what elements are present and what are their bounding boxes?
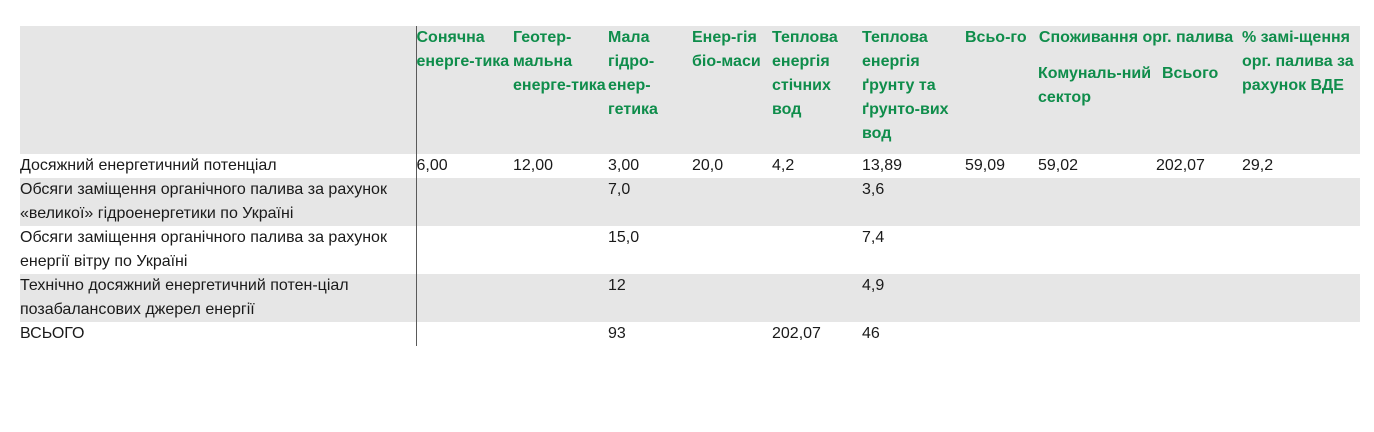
table-cell: 59,09 — [965, 157, 1006, 174]
table-cell — [513, 178, 608, 226]
table-cell — [1156, 274, 1242, 322]
table-cell: 3,00 — [608, 157, 640, 174]
table-cell: 20,0 — [692, 157, 724, 174]
table-cell: 59,02 — [1038, 157, 1079, 174]
header-label: Всьо-го — [965, 29, 1027, 46]
header-label: Мала гідро-енер-гетика — [608, 29, 658, 118]
table-cell — [1038, 322, 1156, 346]
table-cell: 202,07 — [1156, 157, 1205, 174]
row-label: Досяжний енергетичний потенціал — [20, 154, 417, 178]
table-row: ВСЬОГО 93 202,07 46 — [20, 322, 1360, 346]
table-cell — [1156, 226, 1242, 274]
header-biomass: Енер-гія біо-маси — [692, 26, 772, 154]
table-cell — [1242, 274, 1360, 322]
table-cell — [692, 322, 772, 346]
table-cell — [1242, 322, 1360, 346]
table-cell: 93 — [608, 325, 626, 342]
row-label: Обсяги заміщення органічного палива за р… — [20, 226, 417, 274]
table-cell: 4,9 — [862, 274, 965, 322]
header-solar: Сонячна енерге-тика — [416, 26, 513, 154]
table-cell — [1038, 274, 1156, 322]
header-label: Теплова енергія ґрунту та ґрунто-вих вод — [862, 29, 949, 142]
row-label: Обсяги заміщення органічного палива за р… — [20, 178, 417, 226]
consumption-group-label: Споживання орг. палива — [1038, 29, 1234, 46]
table-cell: 12 — [608, 274, 692, 322]
table-cell: 7,0 — [608, 178, 692, 226]
table-cell — [692, 226, 772, 274]
table-cell — [416, 226, 513, 274]
table-cell — [416, 178, 513, 226]
header-total: Всьо-го — [965, 26, 1038, 154]
row-label: ВСЬОГО — [20, 322, 417, 346]
table-cell — [513, 322, 608, 346]
table-cell — [513, 274, 608, 322]
table-cell — [965, 178, 1038, 226]
header-consumption-group: Споживання орг. палива Комуналь-ний сект… — [1038, 26, 1242, 154]
header-label: % замі-щення орг. палива за рахунок ВДЕ — [1242, 29, 1354, 94]
subheader-total: Всього — [1162, 65, 1219, 82]
energy-table: Сонячна енерге-тика Геотер-мальна енерге… — [20, 26, 1360, 346]
row-label: Технічно досяжний енергетичний потен-ціа… — [20, 274, 417, 322]
header-label: Геотер-мальна енерге-тика — [513, 29, 606, 94]
table-cell — [965, 322, 1038, 346]
table-cell — [416, 322, 513, 346]
table-cell: 29,2 — [1242, 157, 1274, 174]
table-cell — [772, 274, 862, 322]
table-cell — [1038, 226, 1156, 274]
consumption-subheaders: Комуналь-ний сектор Всього — [1038, 62, 1242, 110]
header-replacement-percent: % замі-щення орг. палива за рахунок ВДЕ — [1242, 26, 1360, 154]
table-cell — [416, 274, 513, 322]
header-row: Сонячна енерге-тика Геотер-мальна енерге… — [20, 26, 1360, 154]
table-cell: 7,4 — [862, 229, 885, 246]
table-cell: 15,0 — [608, 229, 640, 246]
table-cell — [965, 274, 1038, 322]
table-cell: 6,00 — [416, 157, 448, 174]
table-cell: 4,2 — [772, 157, 795, 174]
table-cell — [772, 226, 862, 274]
table-cell: 12,00 — [513, 157, 554, 174]
header-label: Енер-гія біо-маси — [692, 29, 761, 70]
header-ground-heat: Теплова енергія ґрунту та ґрунто-вих вод — [862, 26, 965, 154]
table-cell — [513, 226, 608, 274]
header-small-hydro: Мала гідро-енер-гетика — [608, 26, 692, 154]
table-row: Досяжний енергетичний потенціал 6,00 12,… — [20, 154, 1360, 178]
header-wastewater-heat: Теплова енергія стічних вод — [772, 26, 862, 154]
table-cell — [1038, 178, 1156, 226]
header-label: Теплова енергія стічних вод — [772, 29, 838, 118]
table-cell — [1156, 322, 1242, 346]
table-row: Технічно досяжний енергетичний потен-ціа… — [20, 274, 1360, 322]
table-cell — [1242, 178, 1360, 226]
subheader-municipal: Комуналь-ний сектор — [1038, 65, 1152, 106]
table-cell: 46 — [862, 325, 880, 342]
table-cell — [1242, 226, 1360, 274]
header-label: Сонячна енерге-тика — [416, 29, 510, 70]
table-row: Обсяги заміщення органічного палива за р… — [20, 226, 1360, 274]
table-cell — [692, 274, 772, 322]
table-cell: 202,07 — [772, 325, 821, 342]
table-cell — [965, 226, 1038, 274]
table-row: Обсяги заміщення органічного палива за р… — [20, 178, 1360, 226]
header-empty-cell — [20, 26, 417, 154]
table-cell — [692, 178, 772, 226]
header-geothermal: Геотер-мальна енерге-тика — [513, 26, 608, 154]
table-cell: 3,6 — [862, 178, 965, 226]
table-cell: 13,89 — [862, 157, 903, 174]
table-cell — [1156, 178, 1242, 226]
table-cell — [772, 178, 862, 226]
